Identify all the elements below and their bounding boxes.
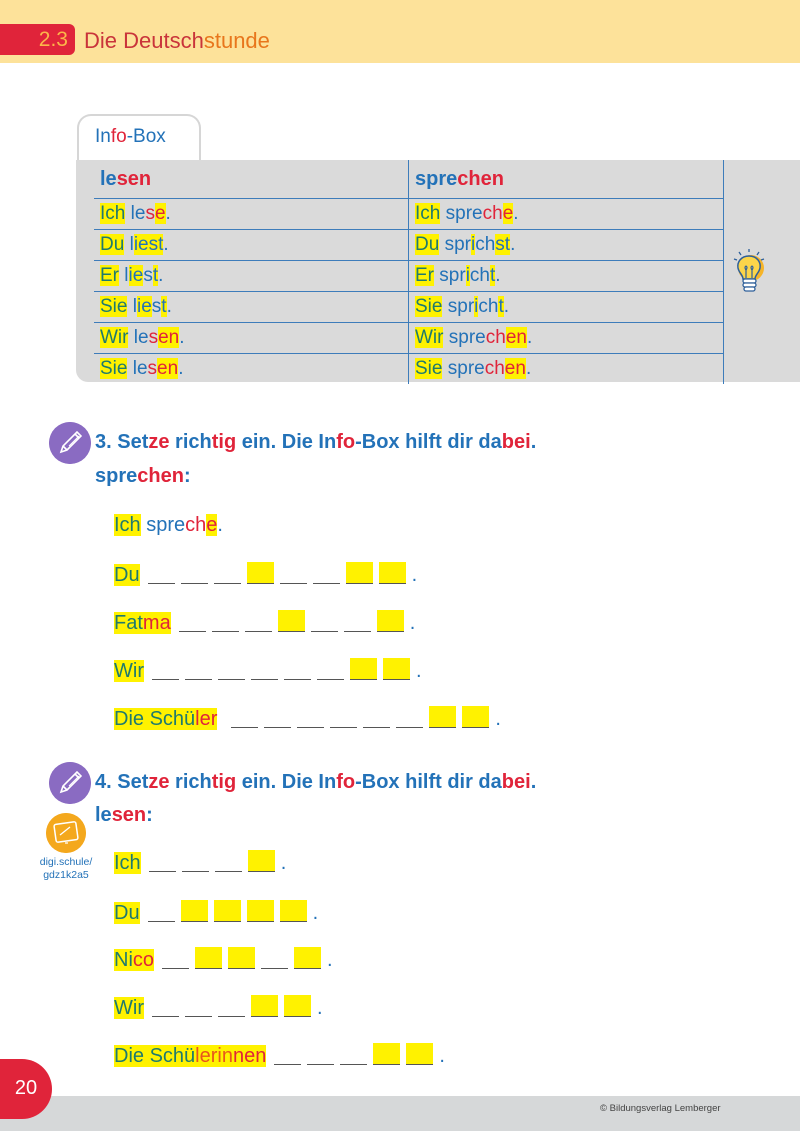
blank-input[interactable] [231,706,259,728]
column-header-lesen: lesen [94,160,409,199]
highlighted-blank-input[interactable] [283,995,311,1017]
blank-input[interactable] [330,706,358,728]
blank-input[interactable] [363,706,391,728]
highlighted-blank-input[interactable] [180,900,208,922]
blank-input[interactable] [184,995,212,1017]
highlighted-blank-input[interactable] [213,900,241,922]
blank-input[interactable] [343,610,371,632]
blank-input[interactable] [312,562,340,584]
table-row: Sie liest. Sie spricht. [94,291,724,323]
highlighted-blank-input[interactable] [376,610,404,632]
highlighted-blank-input[interactable] [277,610,305,632]
blank-input[interactable] [214,850,242,872]
blank-input[interactable] [307,1043,335,1065]
chapter-title: Die Deutschstunde [84,28,270,53]
exercise-4-line-die-schuelerinnen: Die Schülerinnen. [114,1043,445,1067]
highlighted-blank-input[interactable] [246,562,274,584]
blank-input[interactable] [147,900,175,922]
blank-input[interactable] [316,658,344,680]
blank-input[interactable] [178,610,206,632]
blank-input[interactable] [148,850,176,872]
exercise-3-line-fatma: Fatma. [114,610,416,634]
pencil-icon [49,762,91,804]
blank-input[interactable] [162,947,190,969]
blank-input[interactable] [217,658,245,680]
blank-input[interactable] [250,658,278,680]
pencil-icon [49,422,91,464]
table-row: Sie lesen. Sie sprechen. [94,353,724,384]
blank-input[interactable] [181,850,209,872]
lightbulb-icon [733,249,765,292]
highlighted-blank-input[interactable] [349,658,377,680]
exercise-4-verb: lesen: [95,804,153,826]
highlighted-blank-input[interactable] [228,947,256,969]
copyright-notice: © Bildungsverlag Lemberger [600,1103,721,1114]
highlighted-blank-input[interactable] [462,706,490,728]
highlighted-blank-input[interactable] [195,947,223,969]
exercise-3-line-die-schueler: Die Schüler. [114,706,501,730]
blank-input[interactable] [261,947,289,969]
tablet-icon[interactable] [46,813,86,853]
highlighted-blank-input[interactable] [294,947,322,969]
highlighted-blank-input[interactable] [247,850,275,872]
blank-input[interactable] [340,1043,368,1065]
blank-input[interactable] [297,706,325,728]
exercise-4-line-wir: Wir. [114,995,323,1019]
digital-resource-link[interactable]: digi.schule/gdz1k2a5 [39,856,93,881]
exercise-3-line-du: Du. [114,562,418,586]
page-footer [0,1096,800,1131]
exercise-4-instruction: 4. Setze richtig ein. Die Info-Box hilft… [95,771,537,793]
blank-input[interactable] [310,610,338,632]
highlighted-blank-input[interactable] [345,562,373,584]
blank-input[interactable] [147,562,175,584]
blank-input[interactable] [396,706,424,728]
blank-input[interactable] [151,658,179,680]
info-box-title: Info-Box [95,126,166,147]
exercise-3-example: Ich spreche. [114,514,223,536]
blank-input[interactable] [180,562,208,584]
chapter-header: 2.3 Die Deutschstunde [0,0,800,63]
table-row: Wir lesen. Wir sprechen. [94,322,724,354]
page-number: 20 [0,1059,52,1119]
blank-input[interactable] [211,610,239,632]
exercise-3-line-wir: Wir. [114,658,422,682]
blank-input[interactable] [283,658,311,680]
blank-input[interactable] [264,706,292,728]
exercise-3-verb: sprechen: [95,465,191,487]
highlighted-blank-input[interactable] [378,562,406,584]
table-header-row: lesen sprechen [94,160,724,199]
column-header-sprechen: sprechen [408,160,724,199]
exercise-3-instruction: 3. Setze richtig ein. Die Info-Box hilft… [95,431,537,453]
highlighted-blank-input[interactable] [382,658,410,680]
conjugation-table: lesen sprechen Ich lese. Ich spreche. Du… [94,160,724,384]
blank-input[interactable] [217,995,245,1017]
exercise-4-line-ich: Ich. [114,850,287,874]
highlighted-blank-input[interactable] [429,706,457,728]
table-row: Du liest. Du sprichst. [94,229,724,261]
exercise-4-line-nico: Nico. [114,947,333,971]
highlighted-blank-input[interactable] [406,1043,434,1065]
table-row: Ich lese. Ich spreche. [94,198,724,230]
blank-input[interactable] [184,658,212,680]
blank-input[interactable] [279,562,307,584]
blank-input[interactable] [244,610,272,632]
blank-input[interactable] [151,995,179,1017]
highlighted-blank-input[interactable] [373,1043,401,1065]
chapter-number-badge: 2.3 [0,24,75,55]
exercise-4-line-du: Du. [114,900,319,924]
highlighted-blank-input[interactable] [279,900,307,922]
highlighted-blank-input[interactable] [250,995,278,1017]
table-row: Er liest. Er spricht. [94,260,724,292]
blank-input[interactable] [274,1043,302,1065]
blank-input[interactable] [213,562,241,584]
highlighted-blank-input[interactable] [246,900,274,922]
